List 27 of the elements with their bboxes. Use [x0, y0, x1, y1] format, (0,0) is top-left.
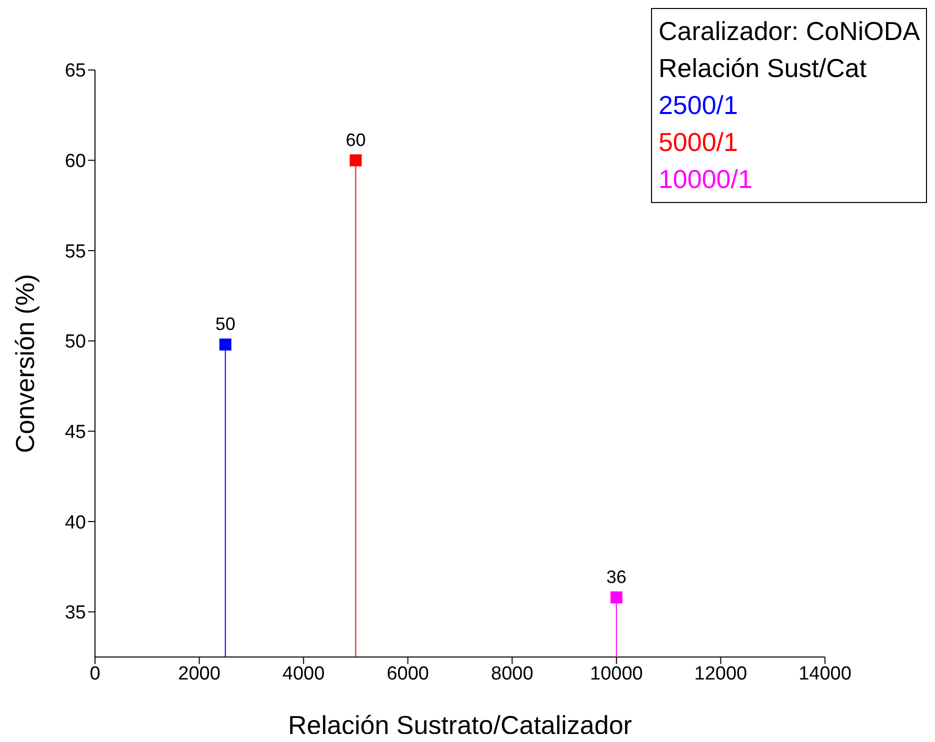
y-tick-label: 55 — [64, 241, 86, 262]
x-axis-title: Relación Sustrato/Catalizador — [288, 710, 632, 740]
y-tick-label: 40 — [64, 512, 86, 534]
legend-title: Caralizador: CoNiODA Relación Sust/Cat — [658, 15, 920, 85]
y-tick-label: 65 — [64, 60, 86, 82]
y-tick-label: 60 — [64, 151, 86, 172]
y-tick-label: 45 — [64, 422, 86, 443]
x-tick-label: 10000 — [590, 663, 643, 684]
y-tick-label: 35 — [64, 602, 86, 624]
point — [350, 154, 362, 166]
x-tick-label: 0 — [90, 663, 100, 684]
y-axis-title: Conversión (%) — [10, 274, 40, 454]
data-label: 60 — [346, 130, 366, 150]
x-tick-label: 12000 — [694, 663, 748, 684]
point — [610, 591, 622, 604]
point — [219, 338, 232, 351]
x-tick-label: 8000 — [491, 663, 534, 684]
text: 5000/1 — [658, 126, 739, 159]
x-tick-label: 14000 — [798, 663, 852, 684]
text: 2500/1 — [658, 89, 739, 122]
x-tick-label: 4000 — [282, 663, 325, 684]
y-tick-label: 50 — [64, 332, 86, 353]
data-label: 50 — [215, 314, 236, 334]
x-tick-label: 6000 — [386, 663, 429, 684]
x-tick-label: 2000 — [178, 663, 220, 684]
data-label: 36 — [606, 566, 626, 587]
text: 10000/1 — [658, 163, 754, 196]
